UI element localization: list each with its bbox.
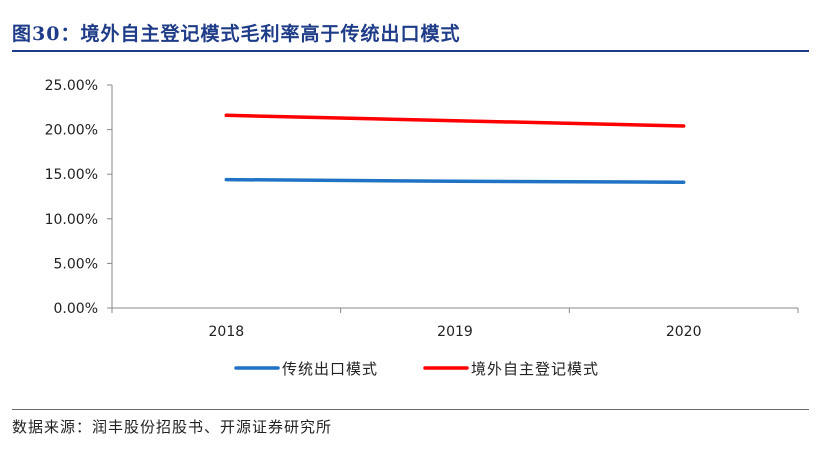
y-tick-label: 15.00% [45,167,98,183]
figure-title: 图30：境外自主登记模式毛利率高于传统出口模式 [12,23,461,45]
x-tick-label: 2018 [209,324,245,340]
y-tick-label: 10.00% [45,212,98,228]
source-note: 数据来源：润丰股份招股书、开源证券研究所 [12,418,333,436]
series-line-2 [224,113,686,128]
y-tick-label: 0.00% [54,301,98,317]
source-rule [12,409,809,410]
series-line-1 [224,177,686,184]
y-tick-label: 20.00% [45,123,98,139]
legend-label-2: 境外自主登记模式 [471,360,599,378]
y-tick-label: 25.00% [45,78,98,94]
title-rule [12,50,809,52]
y-tick-label: 5.00% [54,256,98,272]
x-tick-label: 2020 [666,324,702,340]
legend-label-1: 传统出口模式 [282,360,378,378]
x-tick-label: 2019 [437,324,473,340]
